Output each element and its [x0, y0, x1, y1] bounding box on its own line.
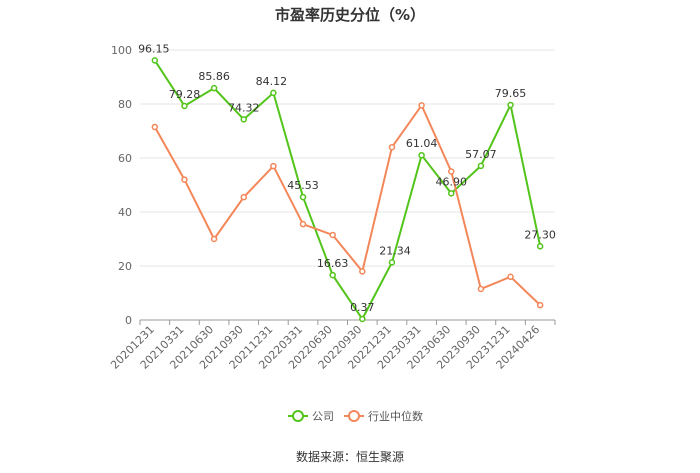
data-point [210, 235, 218, 243]
data-point [418, 151, 425, 159]
data-point [448, 190, 455, 197]
legend-label: 公司 [312, 410, 334, 423]
chart-title: 市盈率历史分位（%） [274, 6, 426, 24]
data-point [181, 102, 188, 110]
data-point [299, 193, 307, 201]
data-label: 57.07 [465, 148, 497, 161]
data-point [329, 271, 336, 279]
data-label: 74.32 [228, 101, 260, 114]
data-point [388, 259, 396, 266]
data-label: 84.12 [256, 75, 288, 88]
data-point [329, 231, 336, 239]
data-label: 96.15 [138, 42, 170, 55]
data-point [151, 123, 159, 131]
data-label: 46.90 [436, 175, 468, 188]
y-tick-label: 20 [118, 260, 132, 273]
data-point [507, 273, 514, 281]
data-point [507, 101, 514, 109]
data-point [477, 162, 485, 170]
data-point [240, 193, 247, 201]
y-tick-label: 40 [118, 206, 132, 219]
data-point [536, 243, 544, 250]
x-axis: 2020123120210331202106302021093020211231… [108, 319, 556, 372]
y-tick-label: 0 [125, 314, 132, 327]
data-labels: 96.15 79.28 85.86 74.32 84.12 45.53 16.63 0.37 2… [138, 42, 556, 314]
data-point [210, 84, 218, 92]
data-point [448, 168, 455, 175]
data-point [359, 315, 366, 323]
data-point [240, 116, 247, 123]
data-source: 数据来源：恒生聚源 [295, 450, 404, 464]
legend-marker [348, 410, 360, 422]
y-tick-label: 80 [118, 98, 132, 111]
data-point [359, 268, 366, 275]
data-point [299, 220, 307, 228]
legend: 公司 行业中位数 [288, 409, 423, 423]
data-point [270, 89, 277, 97]
data-point [536, 301, 544, 309]
y-axis: 0 20 40 60 80 100 [111, 44, 132, 327]
series-line [153, 103, 541, 306]
data-label: 79.65 [495, 87, 527, 100]
y-tick-label: 60 [118, 152, 132, 165]
data-label: 79.28 [169, 88, 201, 101]
data-label: 21.34 [379, 244, 411, 257]
y-tick-label: 100 [111, 44, 132, 57]
data-label: 45.53 [287, 179, 319, 192]
data-point [477, 285, 485, 293]
data-point [181, 176, 188, 183]
data-label: 16.63 [317, 257, 349, 270]
data-point [418, 102, 425, 109]
data-label: 85.86 [198, 70, 230, 83]
legend-label: 行业中位数 [368, 409, 423, 423]
series-line [153, 59, 542, 321]
data-label: 27.30 [524, 228, 556, 241]
legend-marker [292, 410, 304, 422]
data-point [270, 162, 277, 170]
data-point [388, 143, 396, 151]
data-label: 61.04 [406, 137, 438, 150]
series-layer [151, 57, 544, 323]
data-point [151, 57, 159, 64]
data-label: 0.37 [350, 301, 375, 314]
